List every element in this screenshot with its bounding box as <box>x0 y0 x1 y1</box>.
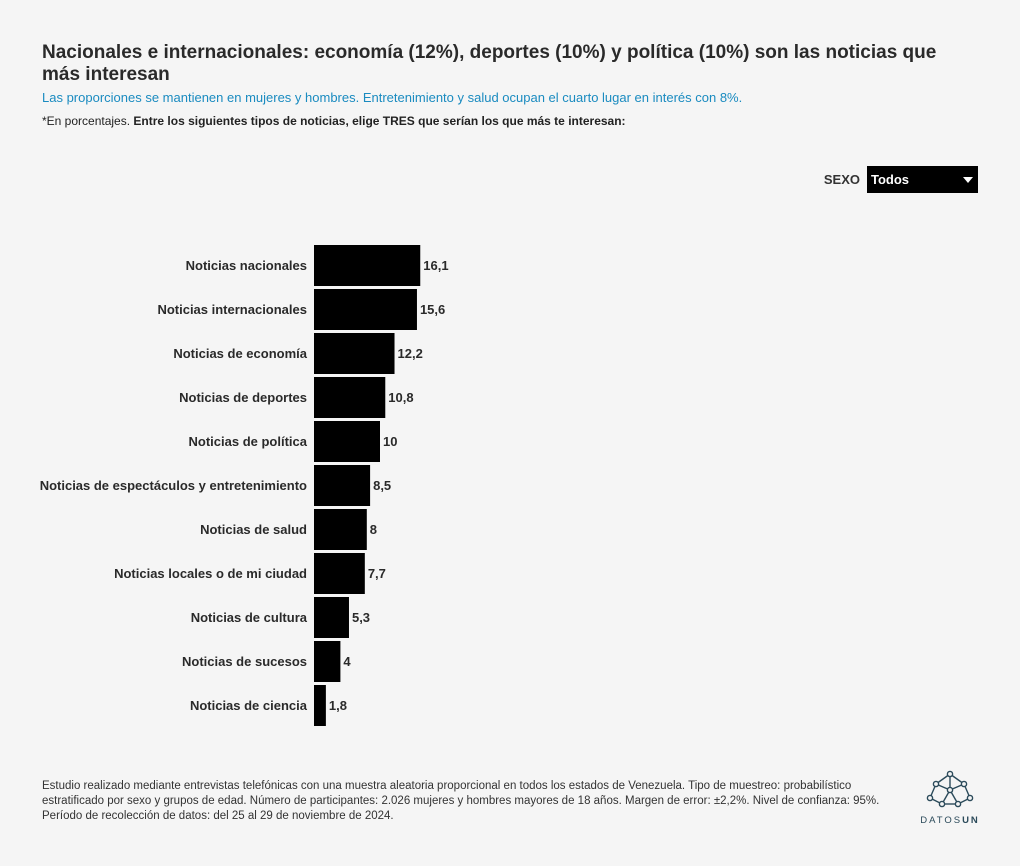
value-label: 4 <box>343 654 351 669</box>
category-label: Noticias de espectáculos y entretenimien… <box>40 478 307 493</box>
bar[interactable] <box>314 289 417 330</box>
bar[interactable] <box>314 685 326 726</box>
logo-wordmark: DATOSUN <box>918 815 982 826</box>
bar[interactable] <box>314 421 380 462</box>
value-label: 15,6 <box>420 302 445 317</box>
bar-chart: Noticias nacionales 16,1 Noticias internac… <box>40 245 449 726</box>
category-label: Noticias internacionales <box>157 302 307 317</box>
bar[interactable] <box>314 597 349 638</box>
bar[interactable] <box>314 377 386 418</box>
category-label: Noticias de ciencia <box>190 698 308 713</box>
value-label: 8,5 <box>373 478 391 493</box>
category-label: Noticias de sucesos <box>182 654 307 669</box>
logo-text-light: DATOS <box>920 815 963 826</box>
caret-down-icon <box>963 176 973 183</box>
value-label: 1,8 <box>329 698 347 713</box>
bar[interactable] <box>314 465 371 506</box>
value-label: 7,7 <box>368 566 386 581</box>
sex-dropdown[interactable]: Todos <box>867 166 978 193</box>
methodology-note: Estudio realizado mediante entrevistas t… <box>42 780 880 822</box>
sex-dropdown-value: Todos <box>871 172 910 187</box>
chart-note: *En porcentajes. Entre los siguientes ti… <box>42 114 626 128</box>
bar[interactable] <box>314 553 365 594</box>
category-label: Noticias locales o de mi ciudad <box>114 566 307 581</box>
category-label: Noticias nacionales <box>186 258 307 273</box>
note-prefix: *En porcentajes. <box>42 114 131 128</box>
sex-filter: SEXO Todos <box>824 166 978 193</box>
bar[interactable] <box>314 641 341 682</box>
bar[interactable] <box>314 245 421 286</box>
value-label: 10,8 <box>388 390 413 405</box>
sex-filter-label: SEXO <box>823 172 860 187</box>
value-label: 16,1 <box>423 258 448 273</box>
value-label: 8 <box>370 522 377 537</box>
chart-subtitle: Las proporciones se mantienen en mujeres… <box>42 90 743 105</box>
network-icon <box>926 770 974 808</box>
category-label: Noticias de política <box>189 434 308 449</box>
category-label: Noticias de salud <box>200 522 307 537</box>
bar[interactable] <box>314 509 367 550</box>
category-label: Noticias de economía <box>173 346 307 361</box>
category-label: Noticias de deportes <box>179 390 307 405</box>
bar[interactable] <box>314 333 395 374</box>
survey-question: Entre los siguientes tipos de noticias, … <box>133 114 626 128</box>
logo-text-bold: UN <box>962 815 980 826</box>
category-label: Noticias de cultura <box>191 610 308 625</box>
datosun-logo: DATOSUN <box>918 770 982 826</box>
value-label: 5,3 <box>352 610 370 625</box>
chart-title: Nacionales e internacionales: economía (… <box>42 42 937 85</box>
value-label: 12,2 <box>398 346 423 361</box>
value-label: 10 <box>383 434 397 449</box>
